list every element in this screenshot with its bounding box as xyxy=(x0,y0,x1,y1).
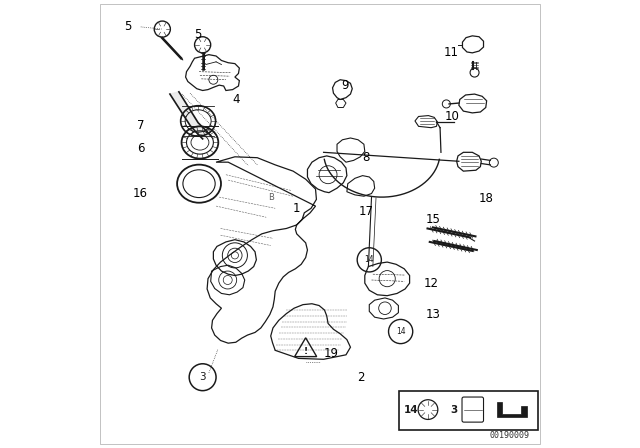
Text: B: B xyxy=(268,193,274,202)
Text: 19: 19 xyxy=(323,346,339,360)
Text: 13: 13 xyxy=(426,308,440,321)
Text: 14: 14 xyxy=(396,327,406,336)
Text: 3: 3 xyxy=(451,405,458,414)
Text: 5: 5 xyxy=(125,20,132,34)
Text: 14: 14 xyxy=(404,405,419,414)
Text: 11: 11 xyxy=(444,46,458,60)
Text: 4: 4 xyxy=(232,93,239,106)
Text: 17: 17 xyxy=(358,205,373,218)
Text: 5: 5 xyxy=(195,28,202,41)
Bar xyxy=(399,391,538,430)
Text: 6: 6 xyxy=(137,142,145,155)
Text: 3: 3 xyxy=(199,372,206,382)
Text: 14: 14 xyxy=(364,255,374,264)
Text: 1: 1 xyxy=(293,202,300,215)
Text: 10: 10 xyxy=(445,110,460,123)
Text: 7: 7 xyxy=(137,119,145,132)
Polygon shape xyxy=(170,92,212,139)
Text: 9: 9 xyxy=(341,78,348,92)
Polygon shape xyxy=(497,402,527,418)
Text: 15: 15 xyxy=(426,213,440,226)
Text: 00190009: 00190009 xyxy=(490,431,530,440)
Text: 16: 16 xyxy=(132,187,147,200)
Text: 12: 12 xyxy=(424,276,438,290)
Text: 8: 8 xyxy=(362,151,369,164)
Text: 18: 18 xyxy=(478,192,493,206)
Text: !: ! xyxy=(303,347,308,356)
Text: 2: 2 xyxy=(358,370,365,384)
